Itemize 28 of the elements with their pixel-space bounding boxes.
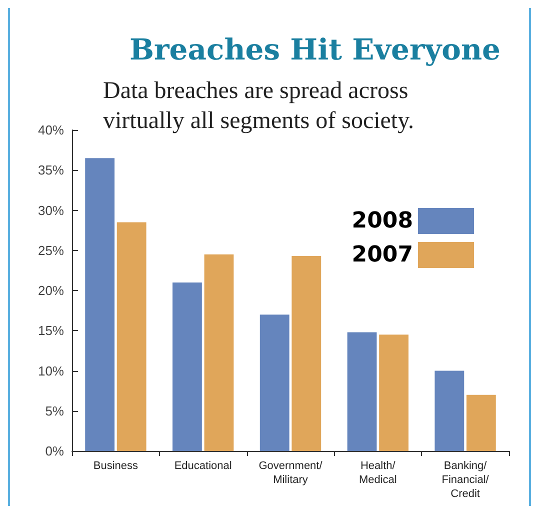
- y-tick-label: 15%: [38, 323, 64, 338]
- x-tick-label: Banking/ Financial/ Credit: [442, 460, 490, 500]
- y-tick-label: 5%: [45, 403, 64, 418]
- y-tick-label: 40%: [38, 122, 64, 138]
- bar: [85, 158, 115, 451]
- x-tick-label: Business: [93, 460, 139, 472]
- y-tick-label: 0%: [45, 444, 64, 458]
- y-tick-label: 20%: [38, 283, 64, 298]
- bar: [204, 254, 234, 451]
- y-tick-label: 25%: [38, 242, 64, 258]
- bar: [116, 222, 146, 451]
- x-tick-label: Educational: [174, 460, 232, 472]
- bar: [434, 370, 464, 451]
- y-tick-label: 10%: [38, 363, 64, 378]
- bar: [172, 282, 202, 451]
- bar: [292, 256, 322, 451]
- legend-label: 2007: [352, 242, 413, 268]
- chart-subtitle: Data breaches are spread across virtually all segments of society.: [103, 78, 414, 134]
- y-tick-label: 35%: [38, 162, 64, 178]
- y-tick-label: 30%: [38, 202, 64, 218]
- bar: [347, 332, 377, 451]
- x-tick-label: Health/ Medical: [358, 460, 397, 486]
- bar: [466, 394, 496, 451]
- chart-title: Breaches Hit Everyone: [130, 32, 500, 66]
- bar: [260, 314, 290, 451]
- legend-label: 2008: [352, 208, 413, 234]
- bar: [379, 334, 408, 451]
- x-tick-label: Government/ Military: [258, 460, 324, 486]
